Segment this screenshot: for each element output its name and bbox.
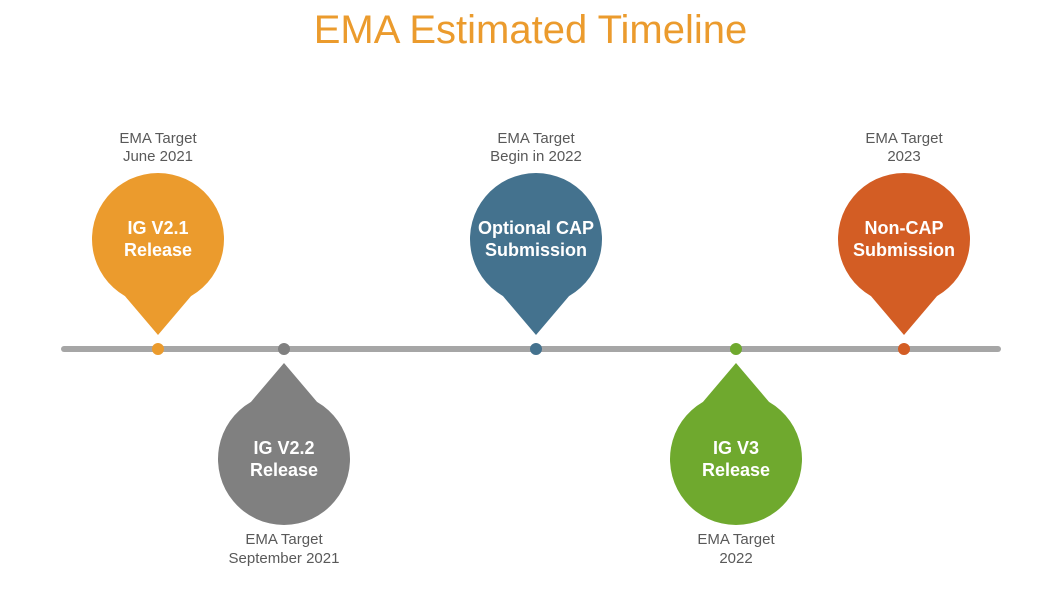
timeline-pin-label: IG V2.2Release — [219, 437, 349, 482]
timeline-dot — [530, 343, 542, 355]
pin-label-line1: IG V2.2 — [219, 437, 349, 460]
timeline-dot — [898, 343, 910, 355]
timeline-pin-label: IG V3Release — [671, 437, 801, 482]
timeline-pin-label: Optional CAPSubmission — [471, 217, 601, 262]
timeline-dot — [278, 343, 290, 355]
caption-line2: 2022 — [646, 550, 826, 569]
caption-line2: 2023 — [814, 148, 994, 167]
caption-line1: EMA Target — [814, 130, 994, 149]
caption-line2: June 2021 — [68, 148, 248, 167]
timeline-caption: EMA Target2023 — [814, 130, 994, 168]
timeline-pin-label: IG V2.1Release — [93, 217, 223, 262]
caption-line1: EMA Target — [68, 130, 248, 149]
timeline-caption: EMA Target2022 — [646, 531, 826, 569]
timeline-dot — [152, 343, 164, 355]
pin-label-line2: Submission — [471, 239, 601, 262]
pin-label-line2: Release — [93, 239, 223, 262]
timeline-caption: EMA TargetSeptember 2021 — [194, 531, 374, 569]
pin-label-line1: IG V2.1 — [93, 217, 223, 240]
chart-title: EMA Estimated Timeline — [0, 8, 1061, 53]
caption-line1: EMA Target — [446, 130, 626, 149]
pin-label-line2: Release — [219, 459, 349, 482]
timeline-pin: IG V2.1Release — [92, 173, 224, 335]
caption-line2: September 2021 — [194, 550, 374, 569]
pin-label-line2: Submission — [839, 239, 969, 262]
pin-label-line2: Release — [671, 459, 801, 482]
timeline-caption: EMA TargetBegin in 2022 — [446, 130, 626, 168]
pin-label-line1: IG V3 — [671, 437, 801, 460]
timeline-dot — [730, 343, 742, 355]
caption-line1: EMA Target — [646, 531, 826, 550]
pin-label-line1: Optional CAP — [471, 217, 601, 240]
timeline-caption: EMA TargetJune 2021 — [68, 130, 248, 168]
pin-label-line1: Non-CAP — [839, 217, 969, 240]
timeline-pin-label: Non-CAPSubmission — [839, 217, 969, 262]
timeline-pin: IG V2.2Release — [218, 363, 350, 525]
caption-line2: Begin in 2022 — [446, 148, 626, 167]
timeline-pin: Optional CAPSubmission — [470, 173, 602, 335]
timeline-pin: Non-CAPSubmission — [838, 173, 970, 335]
timeline-pin: IG V3Release — [670, 363, 802, 525]
caption-line1: EMA Target — [194, 531, 374, 550]
